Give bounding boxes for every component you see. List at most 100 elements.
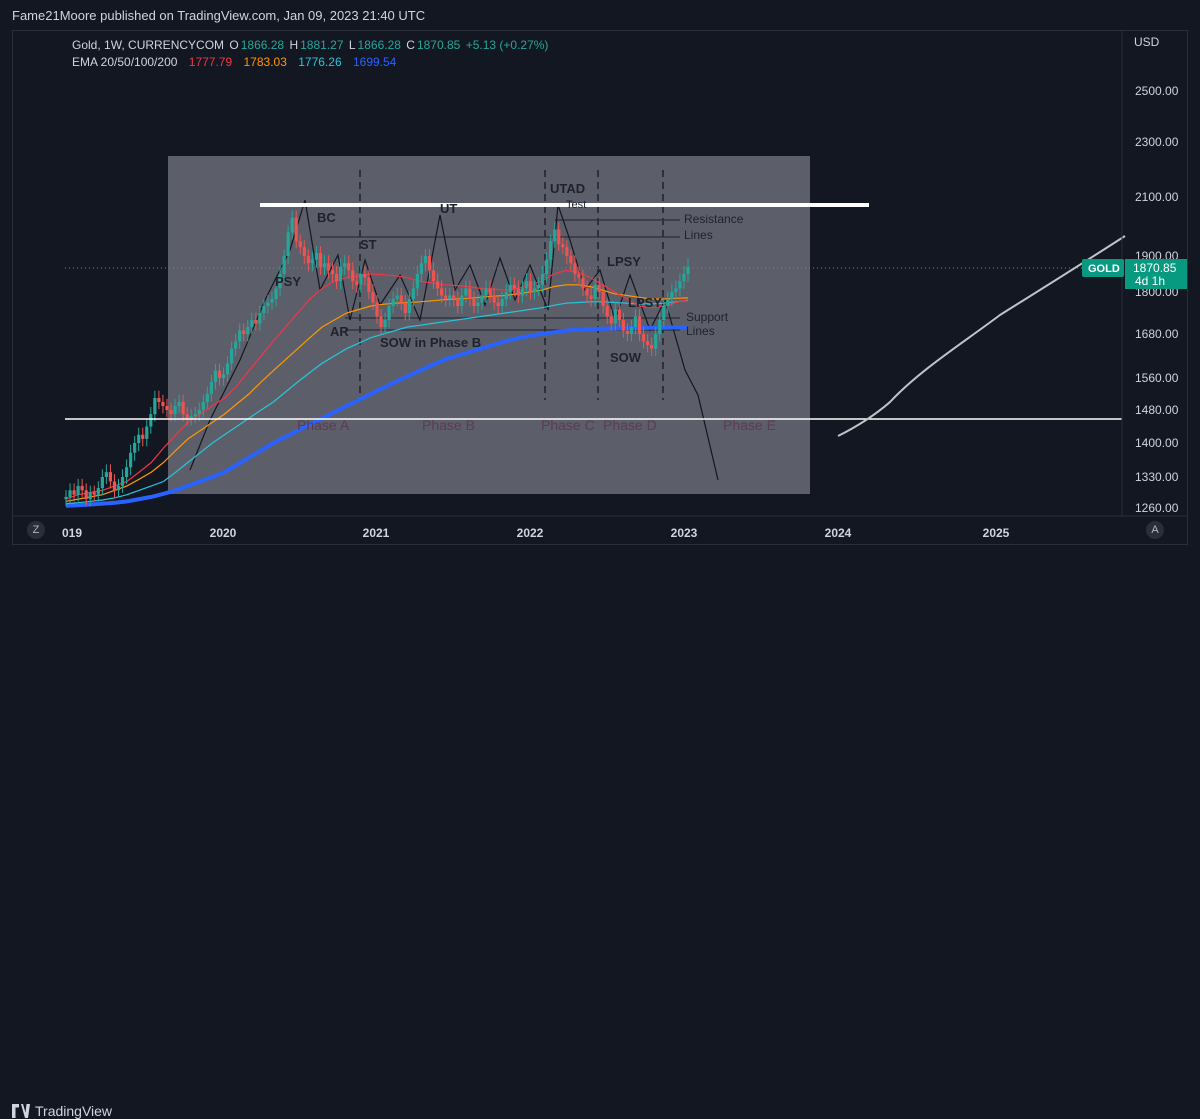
candle-body	[581, 277, 585, 289]
candle-body	[678, 281, 682, 289]
candle-body	[516, 288, 520, 296]
publish-text: Fame21Moore published on TradingView.com…	[12, 8, 426, 23]
candle-body	[601, 292, 605, 306]
legend-c-label: C	[406, 38, 415, 52]
auto-scale-button[interactable]: A	[1146, 521, 1164, 539]
candle-body	[512, 284, 516, 289]
candle-body	[379, 316, 383, 327]
candle-body	[234, 341, 238, 349]
candle-body	[270, 299, 274, 303]
candle-body	[64, 496, 68, 500]
candle-body	[197, 410, 201, 415]
price-badge: GOLD 1870.85 4d 1h	[1082, 259, 1187, 289]
candle-body	[609, 316, 613, 324]
candle-body	[456, 299, 460, 306]
y-tick-label: 1330.00	[1135, 470, 1179, 484]
candle-body	[363, 274, 367, 278]
candle-body	[355, 281, 359, 285]
candle-body	[419, 263, 424, 274]
candle-body	[411, 288, 415, 299]
time-axis: 019 2020 2021 2022 2023 2024 2025	[62, 526, 1010, 540]
candle-body	[625, 330, 630, 334]
ema100-value: 1776.26	[298, 55, 342, 69]
candle-body	[435, 281, 440, 289]
label-resistance: Resistance	[684, 212, 744, 226]
candle-body	[351, 270, 355, 282]
candle-body	[569, 256, 573, 264]
candle-body	[577, 274, 581, 278]
brand[interactable]: TradingView	[12, 1103, 112, 1119]
label-ut: UT	[440, 201, 457, 216]
candle-body	[104, 472, 108, 477]
candle-body	[641, 334, 646, 342]
candle-body	[427, 256, 432, 271]
price-badge-value-bg	[1125, 259, 1187, 289]
candle-body	[238, 330, 242, 342]
log-scale-button[interactable]: Z	[27, 521, 45, 539]
candle-body	[395, 295, 399, 299]
label-phase-c: Phase C	[541, 417, 595, 433]
candle-body	[335, 274, 339, 282]
candle-body	[286, 232, 290, 256]
candle-body	[92, 492, 96, 495]
y-tick-label: 2500.00	[1135, 84, 1179, 98]
candle-body	[597, 284, 601, 292]
candle-body	[120, 477, 125, 486]
ema-legend: EMA 20/50/100/200 1777.79 1783.03 1776.2…	[72, 55, 398, 69]
candle-body	[157, 398, 161, 402]
candle-body	[613, 309, 617, 324]
candle-body	[217, 370, 222, 378]
candle-body	[258, 313, 262, 324]
candle-body	[314, 253, 319, 260]
candle-body	[605, 306, 609, 317]
candle-body	[662, 306, 666, 320]
candle-body	[242, 330, 246, 334]
y-tick-label: 2100.00	[1135, 190, 1179, 204]
candle-body	[330, 270, 335, 274]
candle-body	[545, 259, 549, 274]
y-tick-label: 1560.00	[1135, 371, 1179, 385]
candle-body	[508, 284, 512, 292]
candle-body	[646, 341, 650, 345]
candle-body	[193, 414, 197, 417]
candle-body	[189, 416, 193, 419]
brand-name: TradingView	[35, 1103, 113, 1119]
candle-body	[423, 256, 428, 264]
candle-body	[84, 490, 88, 500]
legend-l-label: L	[348, 38, 356, 52]
candle-body	[496, 302, 500, 306]
candle-body	[318, 253, 323, 267]
candle-body	[129, 452, 133, 468]
candle-body	[440, 288, 444, 296]
candle-body	[169, 410, 173, 415]
ema50-value: 1783.03	[243, 55, 287, 69]
candle-body	[254, 320, 258, 324]
candle-body	[181, 402, 185, 415]
tradingview-logo-icon	[12, 1104, 30, 1118]
candle-body	[76, 485, 80, 495]
candle-body	[565, 247, 569, 256]
candle-body	[274, 288, 278, 299]
candle-body	[68, 490, 72, 497]
legend-l-value: 1866.28	[357, 38, 401, 52]
price-chart[interactable]: BC ST UT UTAD Test PSY AR SOW in Phase B…	[0, 0, 1200, 581]
ema20-value: 1777.79	[188, 55, 233, 69]
candle-body	[221, 374, 226, 378]
candle-body	[72, 490, 76, 495]
ema100-line	[65, 299, 689, 505]
label-phase-b: Phase B	[422, 417, 475, 433]
legend-symbol: Gold, 1W, CURRENCYCOM	[72, 38, 225, 52]
y-tick-label: 1260.00	[1135, 501, 1179, 515]
candle-body	[399, 295, 403, 303]
candle-body	[536, 284, 541, 289]
candle-body	[524, 281, 529, 289]
ema20-line	[65, 269, 689, 500]
candle-body	[448, 295, 452, 299]
candle-body	[686, 266, 690, 274]
candle-body	[650, 345, 654, 349]
label-support-lines: Lines	[686, 324, 715, 338]
x-tick-label: 2024	[825, 526, 852, 540]
price-axis: 2500.002300.002100.001900.001800.001680.…	[1135, 84, 1179, 515]
label-phase-d: Phase D	[603, 417, 657, 433]
ema200-value: 1699.54	[352, 55, 397, 69]
